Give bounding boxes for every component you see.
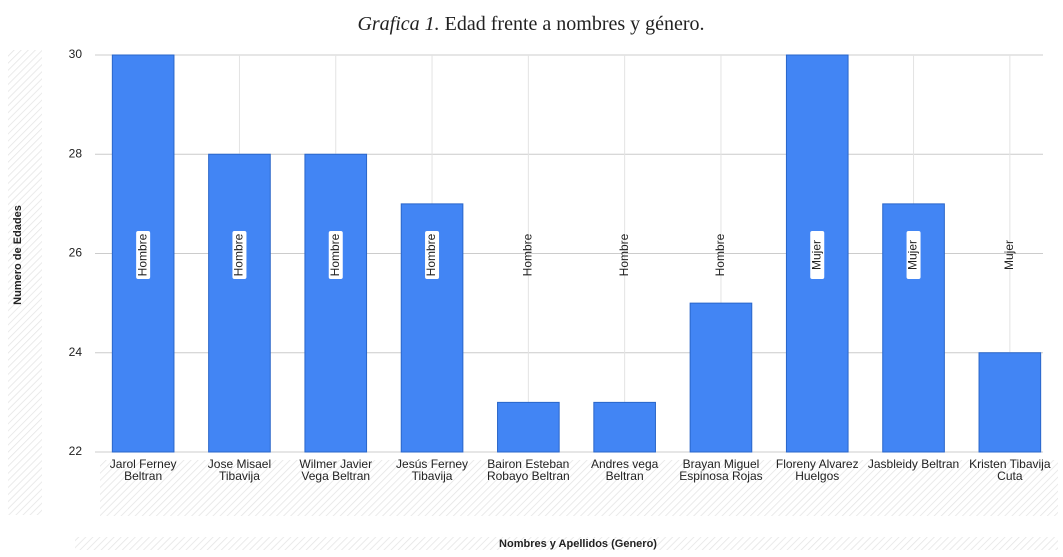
- annotation: Hombre: [135, 230, 151, 279]
- x-tick-foreign: Jesús Ferney Tibavija: [396, 458, 469, 483]
- x-tick-label: Brayan Miguel Espinosa Rojas: [679, 458, 763, 483]
- annotation: Mujer: [1002, 240, 1016, 270]
- annotation: Hombre: [232, 231, 247, 279]
- annotation-bg: [328, 231, 343, 279]
- x-tick-foreign: Brayan Miguel Espinosa Rojas: [679, 458, 763, 483]
- x-tick-label: Bairon Esteban Robayo Beltran: [486, 458, 570, 483]
- x-tick-foreign: Floreny Alvarez Huelgos: [775, 458, 859, 483]
- title-prefix: Grafica 1.: [357, 13, 439, 35]
- annotation-label: Hombre: [713, 233, 727, 276]
- annotation-label: Hombre: [521, 233, 535, 276]
- x-tick-label: Floreny Alvarez Huelgos: [775, 458, 859, 483]
- bar: [304, 153, 368, 453]
- annotation-label: Hombre: [424, 233, 438, 276]
- annotation: Mujer: [809, 231, 825, 279]
- x-tick-foreign: Wilmer Javier Vega Beltran: [299, 458, 373, 483]
- annotation-label: Hombre: [135, 233, 149, 276]
- x-tick-foreign: Jose Misael Tibavija: [207, 458, 272, 483]
- x-tick-label: Kristen Tibavija Cuta: [969, 458, 1051, 483]
- annotation: Mujer: [906, 231, 921, 279]
- title-text: Edad frente a nombres y género.: [445, 13, 705, 35]
- y-axis-label: Numero de Edades: [12, 205, 24, 305]
- hatch: [75, 537, 1058, 550]
- y-tick-label: 22: [69, 444, 83, 458]
- bar: [593, 401, 656, 453]
- annotation-label: Hombre: [617, 233, 631, 276]
- annotation-bg: [232, 231, 247, 279]
- bar: [978, 352, 1042, 453]
- annotation-bg: [906, 231, 921, 279]
- x-tick-label: Jarol Ferney Beltran: [109, 458, 177, 483]
- x-tick-foreign: Andres vega Beltran: [590, 458, 659, 483]
- annotation: Hombre: [521, 233, 535, 276]
- bar: [689, 302, 753, 453]
- y-tick-label: 30: [69, 47, 83, 61]
- annotation: Hombre: [713, 233, 727, 276]
- y-tick-label: 24: [69, 345, 83, 359]
- annotation-bg: [425, 231, 440, 279]
- x-tick-label: Andres vega Beltran: [590, 458, 659, 483]
- x-tick-label: Wilmer Javier Vega Beltran: [299, 458, 373, 483]
- x-tick-foreign: Kristen Tibavija Cuta: [969, 458, 1051, 483]
- hatch: [100, 460, 1058, 516]
- annotation-label: Mujer: [1002, 240, 1016, 270]
- y-tick-label: 28: [69, 146, 83, 160]
- x-tick-label: Jose Misael Tibavija: [207, 458, 272, 483]
- annotation: Hombre: [328, 231, 343, 279]
- bar: [208, 153, 271, 453]
- x-tick-foreign: Jasbleidy Beltran: [867, 458, 960, 471]
- annotation: Hombre: [424, 231, 440, 279]
- x-tick-label: Jasbleidy Beltran: [867, 458, 960, 471]
- chart-title: Grafica 1. Edad frente a nombres y géner…: [357, 13, 704, 35]
- y-tick-label: 26: [69, 246, 83, 260]
- annotation-label: Hombre: [328, 233, 342, 276]
- annotation: Hombre: [617, 233, 631, 276]
- x-tick-label: Jesús Ferney Tibavija: [396, 458, 469, 483]
- x-axis-label: Nombres y Apellidos (Genero): [499, 538, 657, 550]
- annotation-label: Hombre: [232, 233, 246, 276]
- bar: [497, 401, 560, 453]
- annotation-label: Mujer: [906, 240, 920, 270]
- x-tick-foreign: Bairon Esteban Robayo Beltran: [486, 458, 570, 483]
- annotation-bg: [810, 231, 825, 279]
- x-tick-foreign: Jarol Ferney Beltran: [109, 458, 177, 483]
- annotation-label: Mujer: [809, 240, 823, 270]
- hatch: [8, 50, 42, 515]
- annotation-bg: [136, 230, 151, 279]
